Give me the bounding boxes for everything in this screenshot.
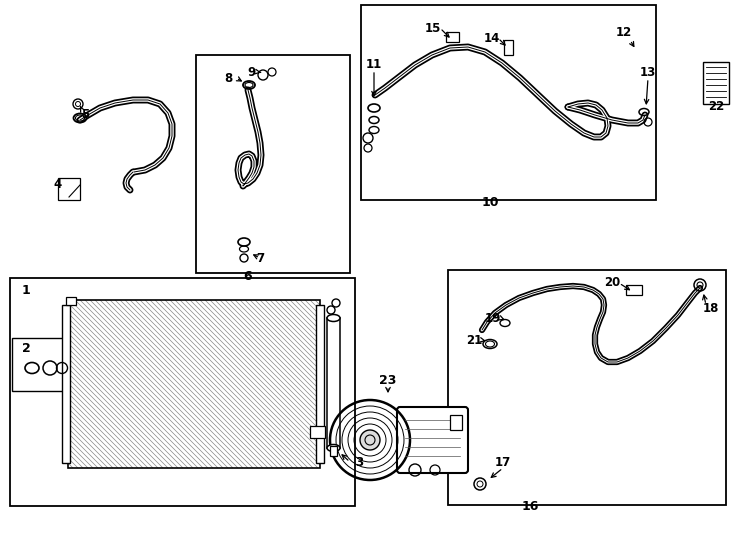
Text: 6: 6: [244, 271, 252, 284]
Text: 22: 22: [708, 100, 724, 113]
Text: 18: 18: [703, 301, 719, 314]
Text: 10: 10: [482, 197, 498, 210]
Ellipse shape: [327, 444, 340, 451]
Bar: [68, 300, 320, 468]
Bar: [58, 178, 80, 200]
Text: 1: 1: [22, 284, 31, 296]
Ellipse shape: [327, 314, 340, 321]
Bar: [10, 278, 355, 506]
Text: 14: 14: [484, 31, 500, 44]
Bar: [66, 297, 76, 305]
Text: 17: 17: [495, 456, 511, 469]
Text: 11: 11: [366, 58, 382, 71]
Bar: [450, 415, 462, 430]
Circle shape: [360, 430, 380, 450]
Text: 21: 21: [466, 334, 482, 347]
Bar: [361, 5, 656, 200]
Text: 20: 20: [604, 276, 620, 289]
Bar: [330, 446, 337, 456]
Text: 23: 23: [379, 374, 396, 387]
Text: 16: 16: [521, 501, 539, 514]
Bar: [12, 338, 74, 391]
Bar: [327, 318, 340, 448]
Text: 9: 9: [248, 65, 256, 78]
Text: 3: 3: [355, 456, 363, 469]
FancyBboxPatch shape: [397, 407, 468, 473]
Bar: [448, 270, 726, 505]
Bar: [62, 305, 70, 463]
Text: 7: 7: [256, 252, 264, 265]
Text: 13: 13: [640, 65, 656, 78]
Text: 12: 12: [616, 26, 632, 39]
Bar: [196, 55, 350, 273]
Text: 15: 15: [425, 22, 441, 35]
Bar: [68, 300, 320, 468]
Bar: [68, 300, 320, 468]
Text: 4: 4: [54, 179, 62, 192]
Bar: [310, 426, 325, 438]
Text: 5: 5: [81, 109, 89, 122]
Bar: [316, 305, 324, 463]
Bar: [626, 285, 642, 295]
Bar: [504, 40, 513, 55]
Bar: [703, 62, 729, 104]
Text: 2: 2: [22, 341, 31, 354]
Text: 8: 8: [224, 71, 232, 84]
Text: 19: 19: [485, 312, 501, 325]
Bar: [446, 32, 459, 42]
